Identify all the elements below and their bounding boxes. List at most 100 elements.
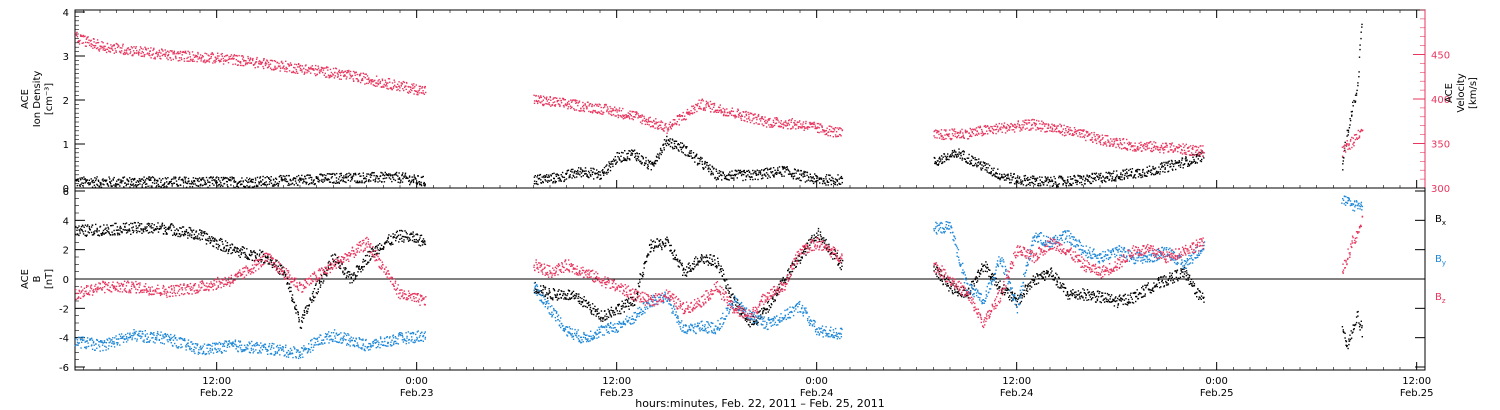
data-point [546, 100, 548, 102]
data-point [803, 126, 806, 128]
data-point [328, 267, 330, 270]
data-point [759, 118, 761, 120]
y-tick-label-left: 2 [63, 96, 69, 107]
data-point [1029, 182, 1031, 184]
data-point [408, 179, 410, 182]
data-point [539, 96, 541, 98]
data-point [805, 127, 808, 129]
data-point [371, 79, 374, 81]
data-point [223, 182, 226, 185]
data-point [596, 103, 598, 106]
data-point [308, 177, 310, 179]
data-point [255, 184, 258, 186]
data-point [1098, 141, 1100, 143]
data-point [205, 53, 208, 55]
data-point [588, 110, 590, 113]
data-point [401, 181, 404, 183]
data-point [1008, 129, 1011, 131]
data-point [221, 238, 223, 241]
data-point [353, 272, 355, 274]
data-point [1358, 56, 1361, 58]
data-point [292, 70, 295, 73]
data-point [781, 165, 784, 168]
data-point [211, 179, 213, 182]
data-point [596, 169, 598, 171]
data-point [147, 47, 149, 50]
data-point [250, 62, 253, 64]
data-point [537, 174, 539, 177]
data-point [557, 174, 559, 176]
data-point [799, 120, 801, 122]
data-point [218, 55, 220, 57]
data-point [191, 185, 194, 188]
data-point [326, 66, 328, 68]
data-point [606, 109, 608, 111]
data-point [174, 229, 176, 232]
legend-symbol: B [1435, 214, 1442, 225]
data-point [89, 182, 92, 184]
data-point [1150, 173, 1153, 176]
data-point [121, 47, 123, 49]
data-point [771, 171, 774, 173]
data-point [287, 63, 290, 66]
data-point [615, 108, 617, 110]
data-point [758, 170, 760, 172]
data-point [146, 229, 148, 232]
data-point [133, 52, 136, 54]
data-point [631, 152, 634, 155]
data-point [166, 233, 168, 235]
data-point [685, 146, 687, 148]
data-point [358, 268, 360, 270]
data-point [193, 60, 195, 62]
data-point [96, 231, 98, 233]
data-point [814, 127, 816, 130]
data-point [667, 130, 669, 132]
data-point [724, 108, 726, 111]
data-point [606, 106, 609, 108]
data-point [205, 239, 207, 241]
data-point [935, 129, 937, 131]
data-point [1133, 176, 1135, 178]
data-point [1171, 168, 1174, 170]
data-point [161, 222, 164, 224]
data-point [105, 227, 107, 229]
data-point [829, 174, 831, 177]
data-point [620, 115, 622, 118]
data-point [339, 72, 341, 74]
data-point [765, 122, 768, 124]
data-point [542, 104, 545, 107]
data-point [602, 169, 604, 171]
data-point [1089, 175, 1091, 177]
data-point [947, 133, 949, 135]
data-point [130, 46, 133, 48]
data-point [780, 120, 782, 122]
data-point [574, 109, 576, 111]
data-point [204, 182, 206, 184]
data-point [992, 174, 994, 176]
data-point [352, 274, 354, 277]
data-point [1137, 168, 1139, 171]
data-point [651, 121, 653, 123]
data-point [352, 70, 355, 73]
data-point [171, 182, 173, 185]
data-point [221, 52, 223, 55]
data-point [674, 140, 676, 142]
data-point [135, 46, 137, 48]
data-point [1086, 135, 1089, 137]
data-point [313, 69, 315, 71]
data-point [1049, 127, 1052, 129]
data-point [386, 174, 389, 176]
data-point [1024, 174, 1027, 177]
data-point [306, 312, 308, 314]
data-point [562, 97, 565, 100]
data-point [1042, 183, 1045, 186]
data-point [306, 305, 308, 307]
data-point [776, 117, 778, 119]
data-point [99, 225, 102, 228]
data-point [382, 174, 384, 176]
data-point [547, 103, 550, 105]
data-point [344, 176, 346, 179]
data-point [935, 162, 937, 164]
data-point [987, 125, 989, 128]
data-point [695, 155, 697, 157]
